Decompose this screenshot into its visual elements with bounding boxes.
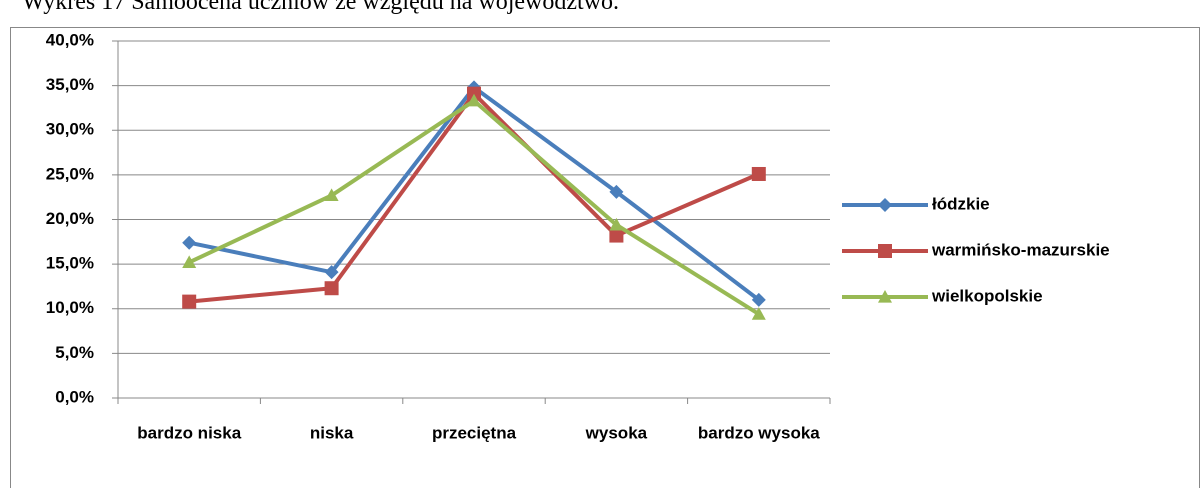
y-tick-label: 35,0% xyxy=(46,75,94,94)
point xyxy=(751,292,766,307)
legend-label: warmińsko-mazurskie xyxy=(931,240,1110,259)
chart-frame xyxy=(10,27,1200,488)
x-tick-label: bardzo wysoka xyxy=(698,423,820,442)
x-tick-label: przeciętna xyxy=(432,423,517,442)
x-tick-label: bardzo niska xyxy=(137,423,241,442)
legend-marker xyxy=(878,198,892,212)
point xyxy=(609,217,624,231)
point xyxy=(324,188,339,202)
point xyxy=(609,228,624,243)
point xyxy=(324,265,339,280)
chart-title: Wykres 17 Samoocena uczniów ze względu n… xyxy=(22,0,619,15)
y-tick-label: 15,0% xyxy=(46,254,94,273)
point xyxy=(182,235,197,250)
y-tick-label: 0,0% xyxy=(55,387,94,406)
x-tick-label: niska xyxy=(310,423,354,442)
point xyxy=(182,255,197,268)
point xyxy=(467,93,481,107)
point xyxy=(324,281,339,296)
legend-marker xyxy=(878,290,892,303)
point xyxy=(467,86,481,101)
y-tick-label: 30,0% xyxy=(46,120,94,139)
legend-label: wielkopolskie xyxy=(931,286,1043,305)
point xyxy=(751,307,766,320)
point xyxy=(751,166,766,181)
y-tick-label: 20,0% xyxy=(46,209,94,228)
point xyxy=(609,184,624,199)
legend-marker xyxy=(878,244,892,258)
page-band xyxy=(0,0,1201,27)
y-tick-label: 40,0% xyxy=(46,30,94,49)
legend-label: łódzkie xyxy=(932,194,990,213)
y-tick-label: 5,0% xyxy=(55,343,94,362)
point xyxy=(182,294,197,309)
y-tick-label: 25,0% xyxy=(46,164,94,183)
x-tick-label: wysoka xyxy=(585,423,648,442)
y-tick-label: 10,0% xyxy=(46,298,94,317)
